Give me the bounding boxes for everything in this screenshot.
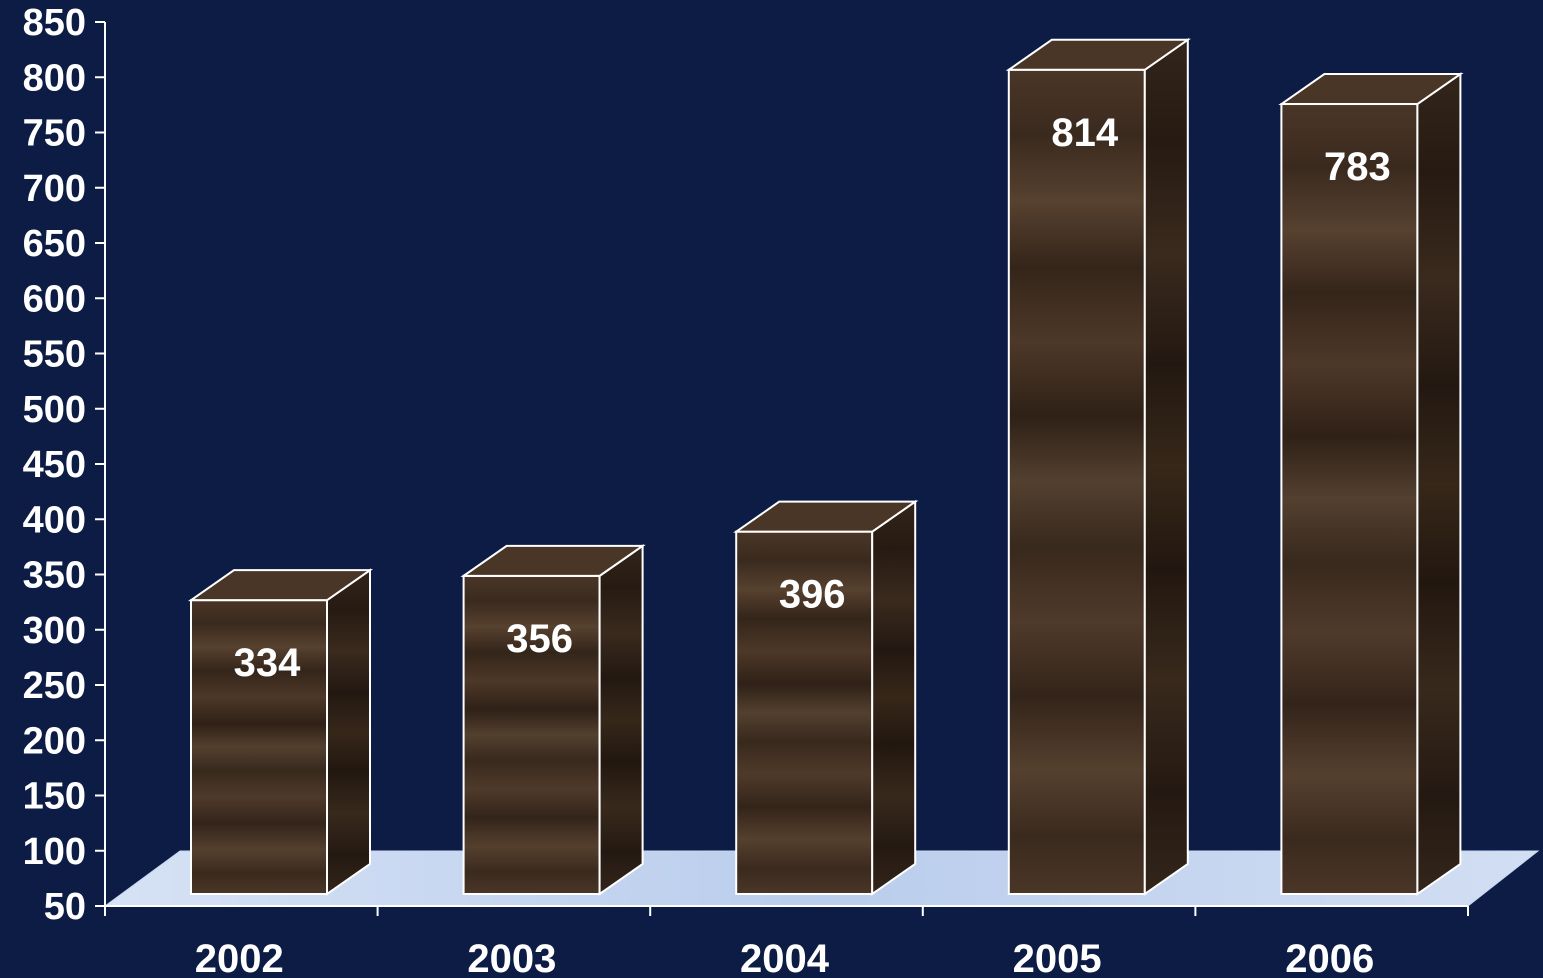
x-category-label-2003: 2003 (467, 937, 556, 978)
data-label-2005: 814 (1051, 111, 1118, 155)
bar-2006 (1278, 72, 1464, 896)
bar-front-face (190, 599, 328, 895)
y-tick-label: 150 (23, 776, 86, 818)
bar-side-face (1416, 72, 1462, 896)
y-tick-label: 100 (23, 831, 86, 873)
y-tick-label: 750 (23, 113, 86, 155)
bar-front-face (462, 574, 601, 895)
y-tick-label: 700 (23, 168, 86, 210)
chart-bars (187, 37, 1464, 896)
bar-top-face (187, 569, 374, 602)
y-tick-label: 50 (44, 886, 86, 928)
bar-side-face (598, 543, 644, 896)
bar-2005 (1005, 37, 1191, 896)
y-tick-label: 600 (23, 278, 86, 320)
bar-2004 (733, 499, 919, 896)
bar-front-face (735, 530, 874, 895)
bar-top-face (460, 544, 646, 577)
y-tick-label: 350 (23, 555, 86, 597)
data-label-2002: 334 (234, 641, 301, 685)
bar-side-face (871, 499, 917, 896)
bar-2002 (187, 568, 374, 896)
y-tick-label: 450 (23, 444, 86, 486)
y-tick-label: 550 (23, 334, 86, 376)
y-tick-label: 300 (23, 610, 86, 652)
x-category-label-2002: 2002 (195, 937, 284, 978)
y-tick-label: 200 (23, 720, 86, 762)
bar-side-face (1143, 37, 1189, 896)
bar-top-face (733, 500, 919, 533)
chart-axes: 50 100 150 200 250 300 350 400 450 500 550 600 650 70… (23, 2, 1469, 928)
bar-side-face (326, 568, 371, 896)
y-tick-label: 650 (23, 223, 86, 265)
y-tick-label: 500 (23, 389, 86, 431)
bar-top-face (1005, 38, 1191, 71)
y-tick-label: 850 (23, 2, 86, 44)
x-category-label-2005: 2005 (1013, 937, 1102, 978)
bar-front-face (1280, 103, 1419, 896)
data-label-2006: 783 (1324, 145, 1391, 189)
y-tick-label: 400 (23, 499, 86, 541)
y-tick-label: 250 (23, 665, 86, 707)
y-tick-label: 800 (23, 57, 86, 99)
bar-top-face (1278, 73, 1464, 106)
bar-2003 (460, 543, 646, 896)
x-category-label-2004: 2004 (740, 937, 830, 978)
chart-labels: 334 2002 356 2003 396 2004 814 2005 783 2006 (195, 111, 1391, 978)
data-label-2004: 396 (779, 573, 846, 617)
x-category-label-2006: 2006 (1285, 937, 1374, 978)
data-label-2003: 356 (506, 617, 573, 661)
bar-front-face (1007, 68, 1146, 895)
